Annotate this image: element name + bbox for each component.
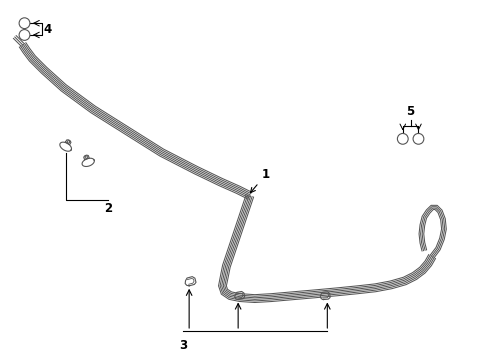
Text: 1: 1 — [250, 168, 270, 193]
Text: 3: 3 — [179, 339, 187, 352]
Text: 2: 2 — [104, 202, 112, 215]
Text: 5: 5 — [407, 105, 415, 118]
Text: 4: 4 — [44, 23, 52, 36]
